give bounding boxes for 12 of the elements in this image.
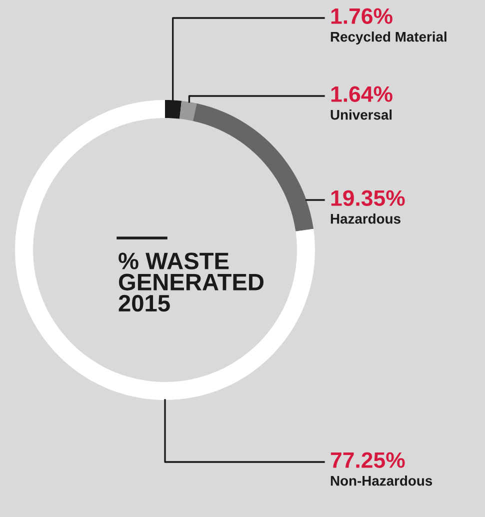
donut-slice <box>192 103 314 232</box>
data-label: 1.76% <box>331 8 392 24</box>
text: % WASTE GENERATED 2015 <box>118 252 264 312</box>
slice-label: Universal <box>330 110 392 120</box>
slice-label: Recycled Material <box>330 32 446 44</box>
data-label: 77.25% <box>330 452 405 468</box>
slice-label: Non-Hazardous <box>330 476 432 486</box>
slice-label: Hazardous <box>330 214 400 224</box>
donut-slice <box>15 100 315 400</box>
data-label: 19.35% <box>331 190 405 206</box>
data-label: 1.64% <box>331 86 392 102</box>
donut-slice <box>180 100 197 121</box>
